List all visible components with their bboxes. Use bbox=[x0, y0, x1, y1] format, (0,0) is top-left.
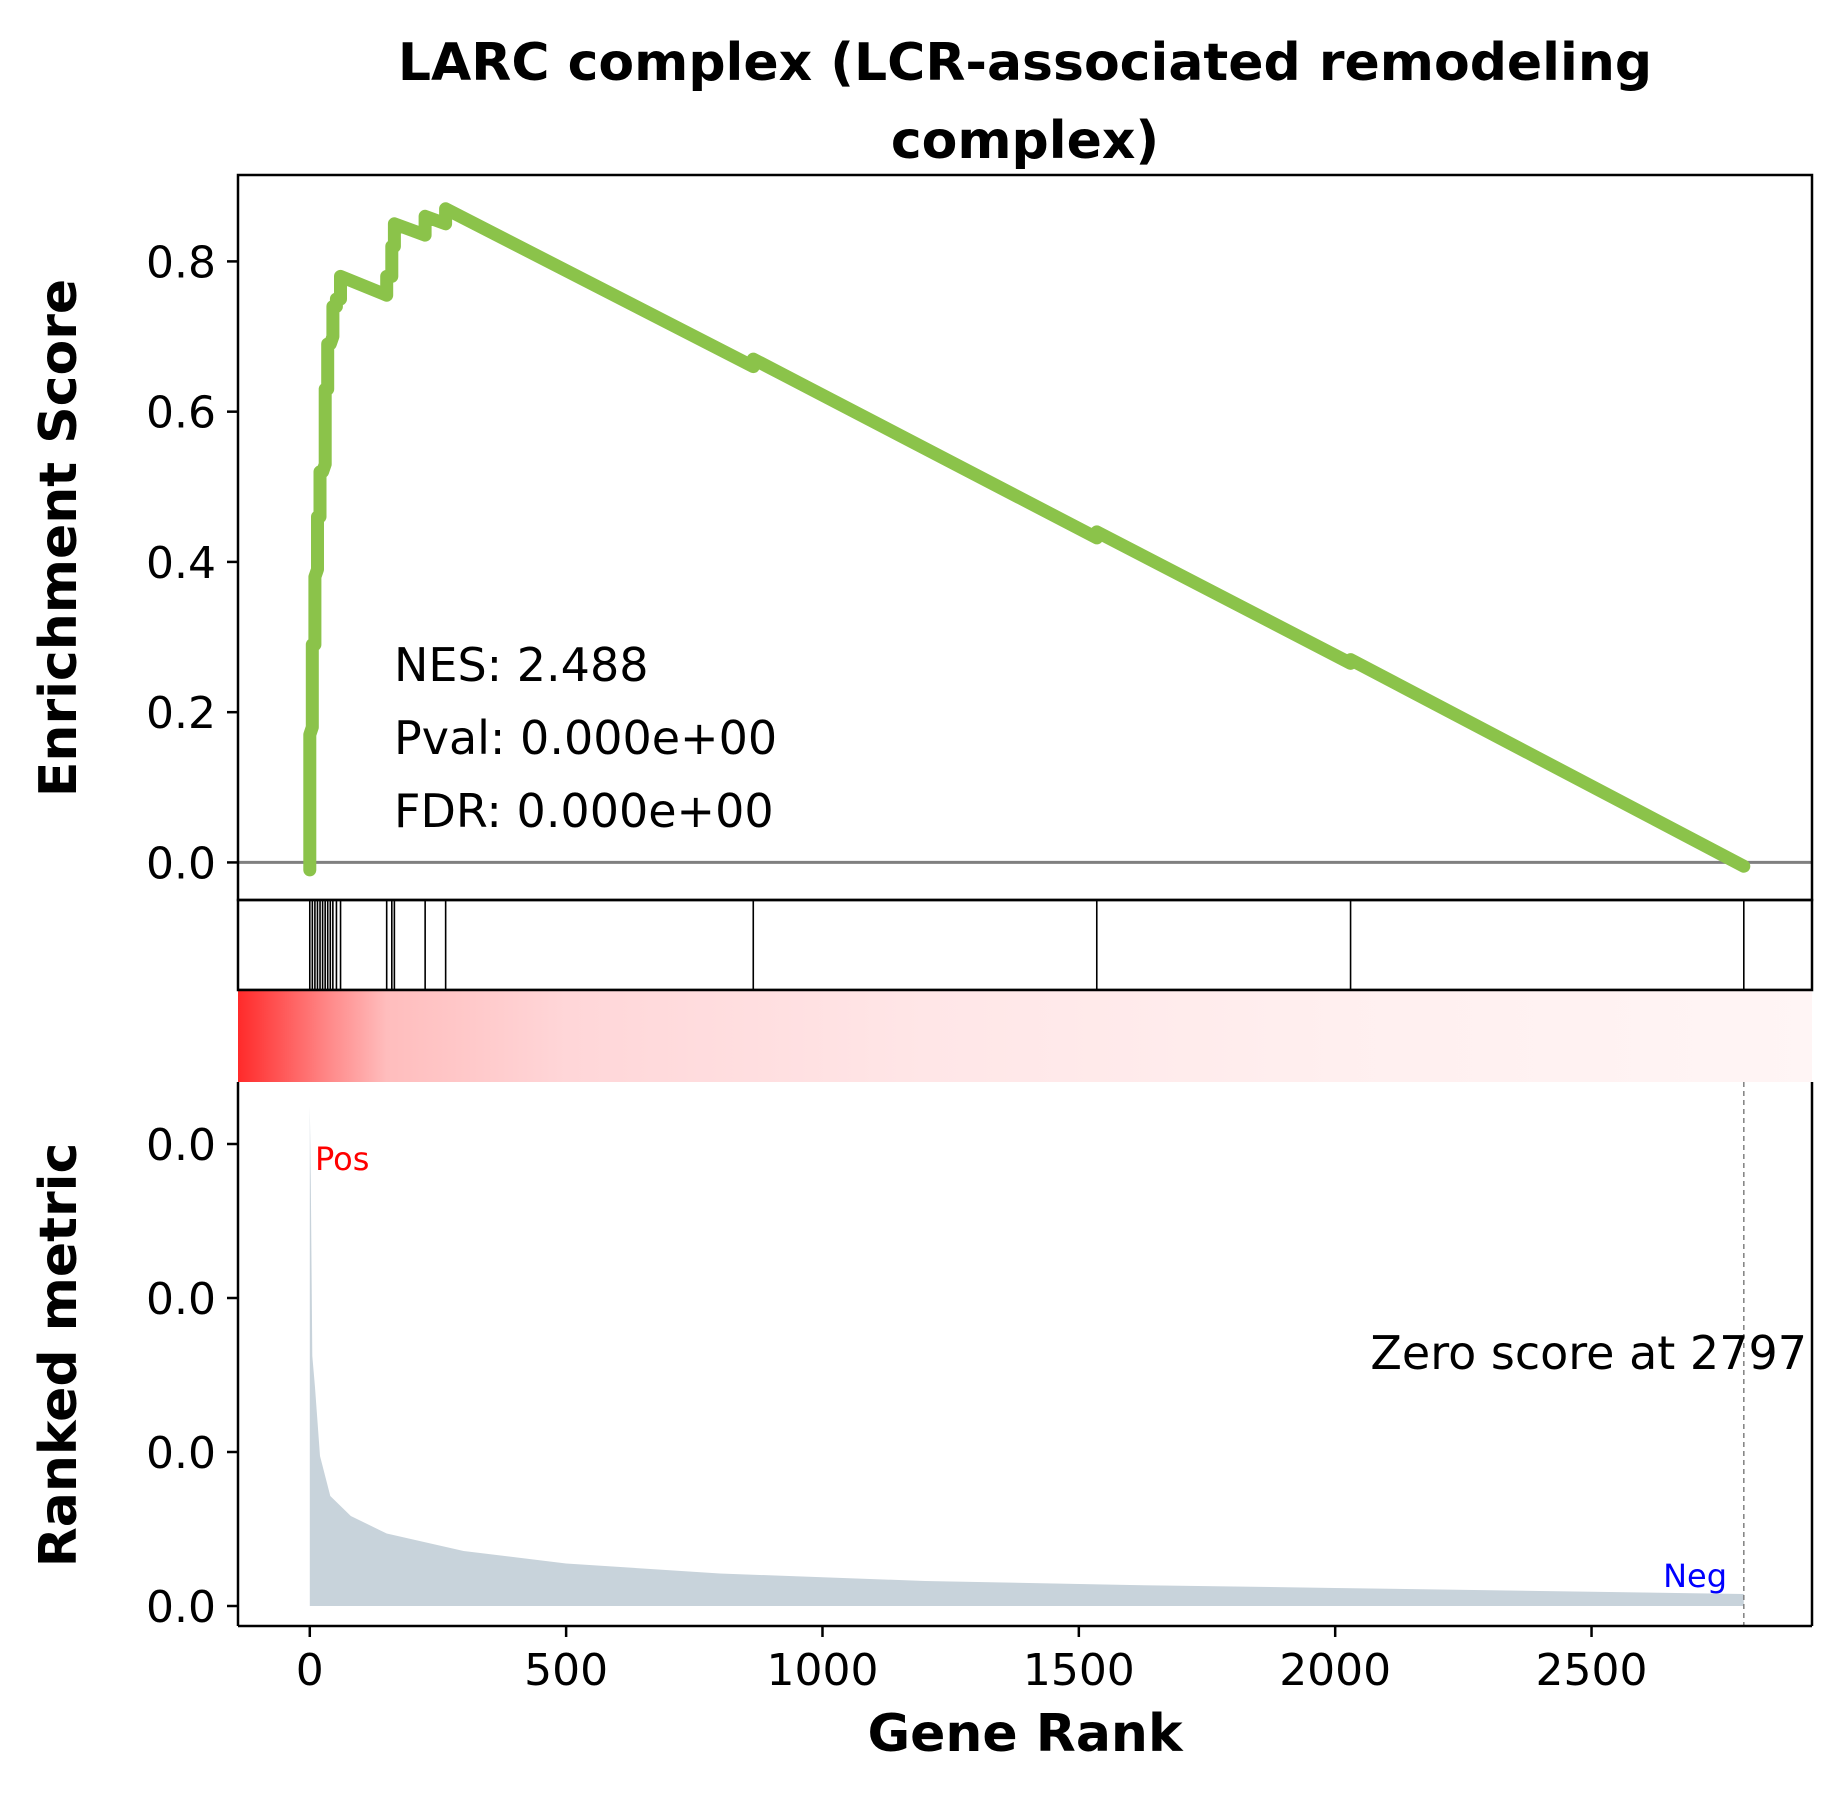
es-y-ticks: 0.0 0.2 0.4 0.6 0.8 bbox=[146, 237, 238, 889]
ranked-metric-panel: Pos Neg Zero score at 2797 0.0 0.0 0.00.0 … bbox=[146, 1082, 1814, 1696]
fdr-stat: FDR: 0.000e+00 bbox=[394, 784, 774, 838]
es-tick-label: 0.4 bbox=[146, 538, 216, 589]
rank-heatmap-panel bbox=[238, 988, 1812, 1082]
es-tick-label: 0.6 bbox=[146, 388, 216, 439]
rank-heatmap bbox=[238, 990, 1812, 1082]
metric-tick-label: 0.0 bbox=[146, 1120, 216, 1171]
x-axis-ticks: 0 500 1000 1500 2000 2500 bbox=[296, 1626, 1648, 1696]
neg-label: Neg bbox=[1663, 1557, 1727, 1595]
x-tick-label: 500 bbox=[524, 1645, 608, 1696]
es-tick-label: 0.2 bbox=[146, 688, 216, 739]
es-tick-label: 0.0 bbox=[146, 838, 216, 889]
hit-lines bbox=[308, 900, 1745, 990]
pval-stat: Pval: 0.000e+00 bbox=[394, 711, 777, 765]
barcode-frame bbox=[236, 898, 1814, 992]
ranked-metric-area bbox=[309, 1106, 1744, 1606]
zero-score-label: Zero score at 2797 bbox=[1370, 1326, 1807, 1380]
es-tick-label: 0.8 bbox=[146, 237, 216, 288]
metric-tick-label: 0.0 bbox=[146, 1274, 216, 1325]
x-tick-label: 1500 bbox=[1023, 1645, 1135, 1696]
x-tick-label: 1000 bbox=[766, 1645, 878, 1696]
x-tick-label: 2500 bbox=[1536, 1645, 1648, 1696]
enrichment-score-line bbox=[303, 202, 1751, 877]
metric-tick-label: 0.0 bbox=[146, 1428, 216, 1479]
y-axis-label-es: Enrichment Score bbox=[29, 279, 89, 797]
pos-label: Pos bbox=[315, 1140, 369, 1178]
chart-title-line1: LARC complex (LCR-associated remodeling bbox=[398, 33, 1652, 93]
nes-stat: NES: 2.488 bbox=[394, 638, 648, 692]
enrichment-score-panel: 0.0 0.2 0.4 0.6 0.8 NES: 2.488 Pval: 0.000e+… bbox=[146, 173, 1814, 902]
chart-title-line2: complex) bbox=[891, 111, 1159, 171]
x-axis-label: Gene Rank bbox=[867, 1704, 1183, 1764]
hit-barcode-panel bbox=[236, 898, 1814, 992]
y-axis-label-metric: Ranked metric bbox=[29, 1143, 89, 1568]
x-tick-label: 0 bbox=[296, 1645, 324, 1696]
x-tick-label: 2000 bbox=[1279, 1645, 1391, 1696]
metric-y-ticks: 0.0 0.0 0.0 0.0 bbox=[146, 1120, 238, 1633]
metric-tick-label: 0.0 bbox=[146, 1582, 216, 1633]
